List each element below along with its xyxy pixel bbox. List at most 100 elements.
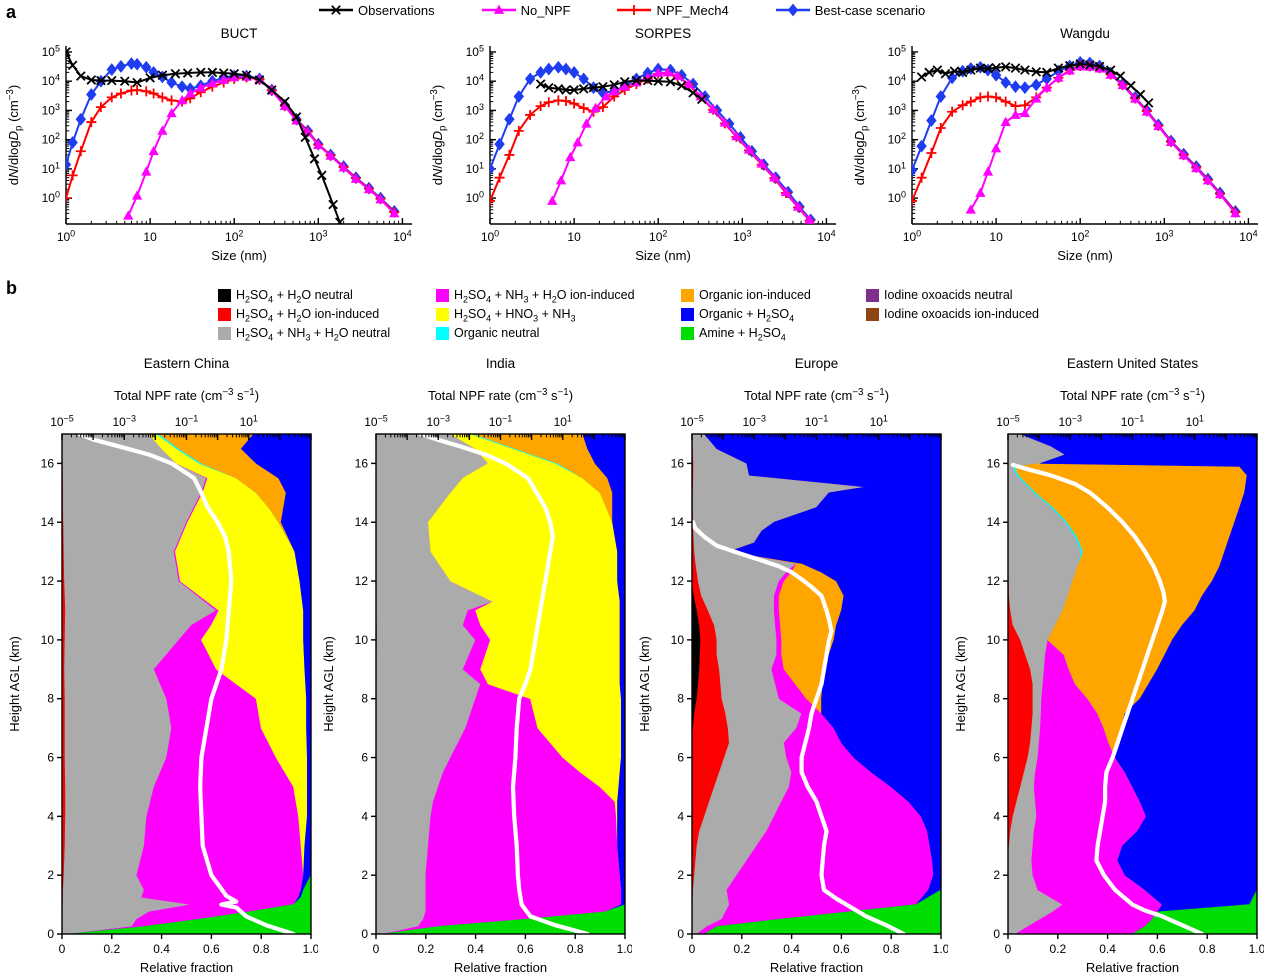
x-marker (157, 70, 168, 81)
chart-wangdu: Wangdu 100 10 102 103 104 100 101 102 103 104 105 Si… (850, 26, 1269, 276)
triangle-marker (1202, 175, 1214, 185)
triangle-marker (1053, 72, 1064, 82)
x-marker (1000, 61, 1011, 72)
x-marker (86, 75, 97, 85)
x-tick-label: 1.0 (617, 942, 632, 956)
x-tick-label: 102 (225, 228, 243, 244)
legend-item-no-npf: No_NPF (481, 2, 571, 18)
x-tick-label: 0 (59, 942, 66, 956)
legend-label: No_NPF (520, 2, 571, 18)
plus-marker (66, 193, 71, 204)
x-tick-label: 100 (481, 228, 499, 244)
series-observations (535, 75, 707, 105)
x-tick-label: 1.0 (933, 942, 948, 956)
plus-marker (916, 172, 927, 183)
x-marker (280, 96, 290, 107)
triangle-marker (218, 74, 229, 84)
x-tick-label: 104 (1239, 228, 1257, 244)
y-tick-label: 12 (987, 574, 1001, 588)
legend-label: H2SO4 + HNO3 + NH3 (454, 307, 576, 324)
diamond-marker (912, 163, 918, 177)
plus-marker (504, 149, 515, 160)
y-tick-label: 0 (993, 927, 1000, 941)
legend-item: Organic neutral (436, 326, 539, 340)
diamond-marker (75, 112, 87, 126)
plus-marker (991, 92, 1002, 103)
series-no-npf (123, 71, 400, 220)
size-distribution-plot: SORPES 100 10 102 103 104 100 101 102 103 104 105 Si… (429, 26, 836, 263)
x-tick-label: 0.8 (567, 942, 584, 956)
triangle-marker (141, 166, 152, 176)
legend-swatch (436, 308, 449, 321)
diamond-marker (67, 136, 78, 149)
plus-marker (166, 95, 177, 106)
triangle-marker (1117, 79, 1128, 90)
triangle-marker (708, 103, 719, 114)
triangle-marker (350, 173, 362, 183)
legend-item-npf-mech4: NPF_Mech4 (616, 2, 729, 18)
plus-marker (106, 92, 117, 103)
triangle-marker (185, 88, 196, 98)
x-marker (291, 112, 302, 122)
y-axis-label: Height AGL (km) (321, 636, 336, 732)
plus-marker (912, 195, 917, 206)
diamond-marker (553, 60, 564, 74)
legend-item: H2SO4 + NH3 + H2O neutral (218, 326, 390, 343)
x-marker (1020, 65, 1030, 75)
best-case-marker-icon (775, 3, 810, 17)
plus-marker (67, 170, 78, 181)
top-tick-label: 10−1 (1121, 413, 1145, 429)
y-tick-label: 104 (466, 73, 484, 89)
x-axis-label: Relative fraction (770, 960, 863, 974)
top-tick-label: 10−5 (50, 413, 74, 429)
x-marker (609, 80, 620, 90)
y-tick-label: 105 (888, 43, 906, 59)
chart-sorpes: SORPES 100 10 102 103 104 100 101 102 103 104 105 Si… (428, 26, 848, 276)
triangle-marker (565, 151, 576, 162)
series-npf-mech4 (912, 61, 1241, 218)
legend-item: Organic + H2SO4 (681, 307, 794, 324)
y-tick-label: 10 (41, 633, 55, 647)
legend-item: Organic ion-induced (681, 288, 811, 302)
diamond-marker (66, 158, 72, 172)
triangle-marker (756, 158, 767, 168)
x-marker (195, 67, 206, 78)
diamond-marker (935, 90, 946, 103)
plus-marker (148, 88, 159, 99)
legend-panel-a: Observations No_NPF NPF_Mech4 Best-case sce… (318, 2, 925, 18)
legend-swatch (681, 289, 694, 302)
x-marker (66, 47, 71, 57)
y-tick-label: 10 (987, 633, 1001, 647)
x-marker (67, 60, 78, 71)
triangle-marker (1075, 61, 1086, 71)
x-marker (916, 72, 927, 82)
y-tick-label: 100 (42, 190, 60, 206)
triangle-marker (493, 4, 504, 14)
top-axis-label: Total NPF rate (cm−3 s−1) (114, 387, 259, 403)
no-npf-marker-icon (481, 4, 516, 14)
diamond-marker (504, 112, 515, 126)
y-tick-label: 102 (466, 131, 484, 147)
x-marker (588, 82, 599, 93)
plus-marker (132, 84, 143, 95)
x-tick-label: 0.6 (833, 942, 850, 956)
y-tick-label: 4 (47, 809, 54, 823)
y-tick-label: 10 (671, 633, 685, 647)
y-tick-label: 8 (993, 692, 1000, 706)
y-tick-label: 14 (987, 515, 1001, 529)
triangle-marker (609, 85, 620, 96)
top-tick-label: 10−5 (364, 413, 388, 429)
x-marker (309, 154, 320, 164)
legend-swatch (218, 289, 231, 302)
x-marker (218, 68, 229, 78)
legend-swatch (681, 327, 694, 340)
x-axis-label: Relative fraction (1086, 960, 1179, 974)
x-tick-label: 0.2 (1049, 942, 1066, 956)
triangle-marker (731, 130, 742, 141)
y-tick-label: 102 (888, 131, 906, 147)
x-marker (991, 62, 1001, 73)
plus-marker (157, 92, 168, 103)
top-tick-label: 10−1 (489, 413, 513, 429)
top-tick-label: 10−3 (112, 413, 136, 429)
x-marker (1143, 98, 1154, 108)
